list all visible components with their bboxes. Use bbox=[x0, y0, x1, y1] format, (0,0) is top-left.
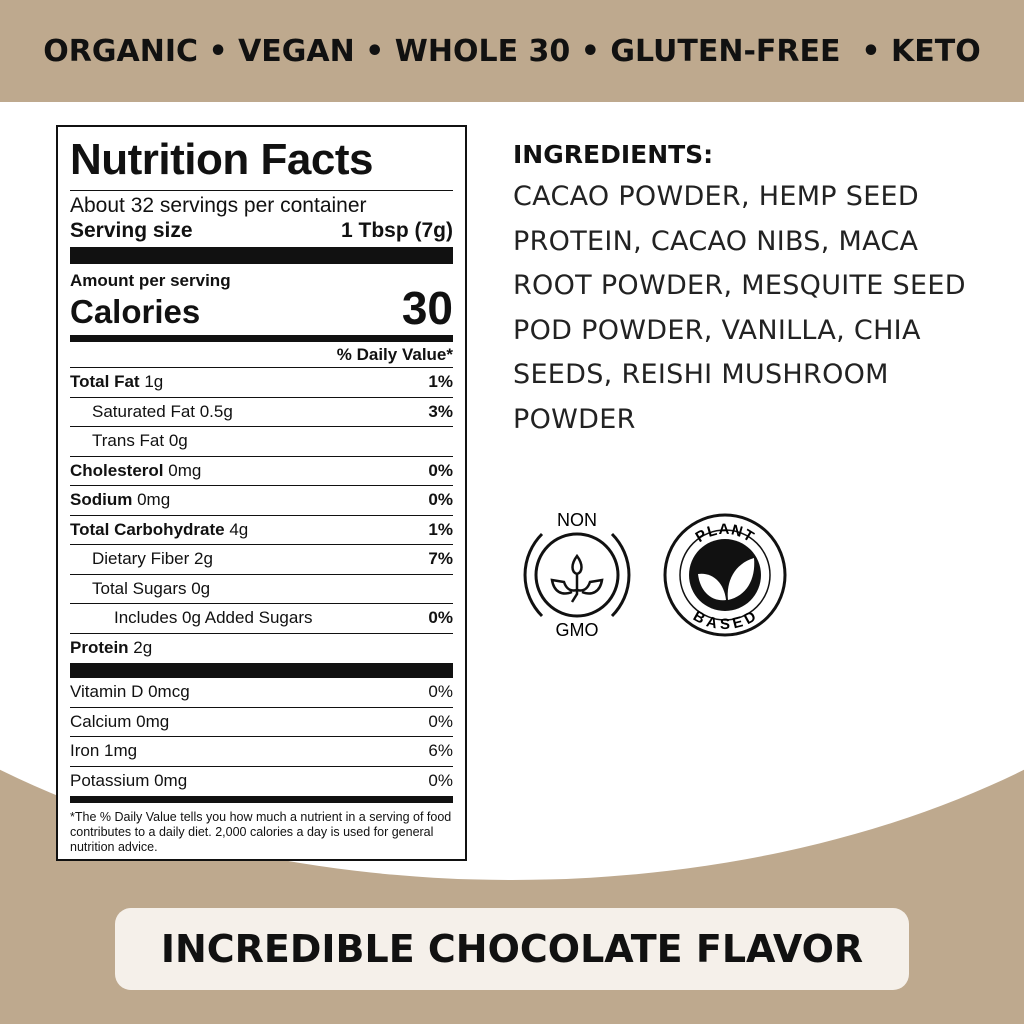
calories-row: Calories 30 bbox=[70, 285, 453, 331]
serving-size-label: Serving size bbox=[70, 219, 193, 242]
tagline-text: INCREDIBLE CHOCOLATE FLAVOR bbox=[160, 927, 864, 971]
vitamin-name: Iron 1mg bbox=[70, 741, 138, 761]
nutrient-amount: 4g bbox=[229, 519, 249, 539]
vitamin-row: Vitamin D 0mcg 0% bbox=[70, 678, 453, 708]
vitamin-dv: 6% bbox=[428, 741, 453, 761]
nutrition-facts-label: Nutrition Facts About 32 servings per co… bbox=[56, 125, 467, 861]
servings-per-container: About 32 servings per container bbox=[70, 194, 367, 217]
nutrient-label: Trans Fat 0g bbox=[92, 431, 188, 451]
ingredients-text: CACAO POWDER, HEMP SEED PROTEIN, CACAO N… bbox=[513, 181, 966, 435]
nutrient-name: Dietary Fiber 2g bbox=[92, 549, 213, 569]
nutrient-label: Includes 0g Added Sugars bbox=[114, 608, 313, 628]
nutrient-row: Total Carbohydrate 4g 1% bbox=[70, 516, 453, 545]
nutrient-name: Cholesterol 0mg bbox=[70, 461, 201, 481]
nutrient-row: Dietary Fiber 2g 7% bbox=[70, 545, 453, 575]
divider bbox=[70, 247, 453, 264]
nutrient-name: Sodium 0mg bbox=[70, 490, 170, 510]
nutrient-row: Protein 2g bbox=[70, 634, 453, 664]
nutrient-row: Total Sugars 0g bbox=[70, 575, 453, 604]
nutrient-label: Saturated Fat 0.5g bbox=[92, 401, 233, 421]
nutrient-amount: 0mg bbox=[137, 490, 171, 510]
nutrient-row: Total Fat 1g 1% bbox=[70, 368, 453, 398]
serving-size-value: 1 Tbsp (7g) bbox=[340, 219, 453, 242]
non-gmo-bottom-text: GMO bbox=[556, 620, 599, 640]
non-gmo-top-text: NON bbox=[557, 510, 597, 530]
serving-size: Serving size 1 Tbsp (7g) bbox=[70, 218, 453, 243]
vitamin-list: Vitamin D 0mcg 0% Calcium 0mg 0% Iron 1mg 6% P… bbox=[70, 678, 453, 796]
nutrient-dv: 0% bbox=[428, 460, 453, 480]
tagline-banner: INCREDIBLE CHOCOLATE FLAVOR bbox=[115, 908, 909, 990]
nutrient-label: Cholesterol bbox=[70, 460, 164, 480]
nutrient-list: Total Fat 1g 1% Saturated Fat 0.5g 3% Trans… bbox=[70, 368, 453, 663]
nutrient-amount: 1g bbox=[144, 372, 164, 392]
nutrient-name: Includes 0g Added Sugars bbox=[114, 608, 312, 628]
divider bbox=[70, 796, 453, 803]
nutrient-label: Total Fat bbox=[70, 372, 140, 392]
non-gmo-badge: NON GMO bbox=[523, 510, 631, 640]
ingredients-heading: INGREDIENTS: bbox=[513, 140, 714, 169]
nutrient-amount: 0mg bbox=[168, 460, 202, 480]
nutrient-name: Trans Fat 0g bbox=[92, 431, 188, 451]
nutrient-name: Total Carbohydrate 4g bbox=[70, 520, 248, 540]
dv-header-text: % Daily Value* bbox=[336, 344, 453, 364]
nutrient-name: Total Fat 1g bbox=[70, 372, 163, 392]
vitamin-row: Iron 1mg 6% bbox=[70, 737, 453, 767]
divider bbox=[70, 335, 453, 342]
ingredients-section: INGREDIENTS: CACAO POWDER, HEMP SEED PRO… bbox=[513, 140, 973, 442]
vitamin-row: Potassium 0mg 0% bbox=[70, 767, 453, 797]
nutrient-dv: 1% bbox=[428, 372, 453, 392]
vitamin-dv: 0% bbox=[428, 682, 453, 702]
nutrient-label: Total Sugars 0g bbox=[92, 578, 211, 598]
nutrient-row: Includes 0g Added Sugars 0% bbox=[70, 604, 453, 634]
divider bbox=[70, 663, 453, 678]
nutrient-row: Trans Fat 0g bbox=[70, 427, 453, 457]
vitamin-row: Calcium 0mg 0% bbox=[70, 708, 453, 737]
nutrient-row: Cholesterol 0mg 0% bbox=[70, 457, 453, 486]
vitamin-name: Calcium 0mg bbox=[70, 711, 170, 731]
nutrient-dv: 1% bbox=[428, 519, 453, 539]
nutrient-amount: 2g bbox=[133, 638, 153, 658]
nutrient-row: Saturated Fat 0.5g 3% bbox=[70, 398, 453, 427]
amount-per-serving: Amount per serving bbox=[70, 271, 231, 290]
nutrient-label: Total Carbohydrate bbox=[70, 519, 225, 539]
nutrient-name: Total Sugars 0g bbox=[92, 579, 210, 599]
nutrient-label: Dietary Fiber 2g bbox=[92, 549, 213, 569]
vitamin-name: Vitamin D 0mcg bbox=[70, 682, 190, 702]
plant-based-badge: PLANT BASED bbox=[663, 513, 787, 637]
claims-text: ORGANIC • VEGAN • WHOLE 30 • GLUTEN-FREE… bbox=[43, 33, 981, 69]
leaves-icon bbox=[698, 558, 755, 601]
nutrient-dv: 3% bbox=[428, 401, 453, 421]
calories-value: 30 bbox=[401, 282, 453, 334]
nutrient-row: Sodium 0mg 0% bbox=[70, 486, 453, 516]
claims-banner: ORGANIC • VEGAN • WHOLE 30 • GLUTEN-FREE… bbox=[0, 0, 1024, 102]
nutrient-label: Protein bbox=[70, 638, 129, 658]
nutrient-label: Sodium bbox=[70, 490, 133, 510]
nutrient-dv: 0% bbox=[428, 608, 453, 628]
nutrient-dv: 0% bbox=[428, 490, 453, 510]
nutrient-dv: 7% bbox=[428, 549, 453, 569]
vitamin-dv: 0% bbox=[428, 711, 453, 731]
nutrient-name: Protein 2g bbox=[70, 638, 152, 658]
daily-value-header: % Daily Value* bbox=[70, 342, 453, 368]
nutrient-name: Saturated Fat 0.5g bbox=[92, 402, 233, 422]
sprout-icon bbox=[550, 553, 604, 603]
footnote: *The % Daily Value tells you how much a … bbox=[70, 810, 452, 854]
vitamin-dv: 0% bbox=[428, 771, 453, 791]
calories-label: Calories bbox=[70, 293, 201, 330]
vitamin-name: Potassium 0mg bbox=[70, 771, 188, 791]
nutrition-title: Nutrition Facts bbox=[70, 135, 373, 184]
